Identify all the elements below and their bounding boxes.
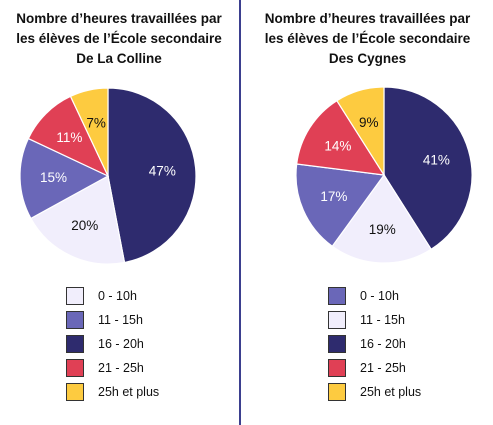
pie-slice-25h-et-plus (336, 86, 385, 178)
legend-swatch (328, 383, 346, 401)
legend-label: 25h et plus (98, 385, 160, 399)
legend-item: 11 - 15h (66, 308, 159, 332)
chart-legend: 0 - 10h 11 - 15h 16 - 20h 21 - 25h 25h e… (66, 284, 159, 404)
pie-slice-0-10h (30, 175, 126, 265)
chart-title-line-1: Nombre d’heures travaillées par (264, 11, 471, 26)
legend-label: 25h et plus (360, 385, 422, 399)
legend-swatch (328, 287, 346, 305)
legend-item: 11 - 15h (328, 308, 421, 332)
slice-data-label: 15% (40, 170, 67, 185)
chart-title-line-1: Nombre d’heures travaillées par (16, 11, 222, 26)
pie-slice-25h-et-plus (69, 87, 109, 177)
chart-panel-de-la-colline: Nombre d’heures travaillées par les élèv… (0, 0, 238, 425)
legend-item: 21 - 25h (66, 356, 159, 380)
chart-legend: 0 - 10h 11 - 15h 16 - 20h 21 - 25h 25h e… (328, 284, 421, 404)
legend-label: 21 - 25h (98, 361, 144, 375)
chart-title-line-2: les élèves de l’École secondaire (16, 31, 222, 46)
chart-panel-des-cygnes: Nombre d’heures travaillées par les élèv… (242, 0, 493, 425)
legend-item: 16 - 20h (66, 332, 159, 356)
pie-chart: 41% 19% 17% 14% 9% (295, 86, 473, 264)
pie-chart: 47% 20% 15% 11% 7% (19, 87, 197, 265)
legend-item: 25h et plus (328, 380, 421, 404)
slice-data-label: 20% (71, 218, 98, 233)
chart-title-line-2: les élèves de l’École secondaire (264, 31, 471, 46)
legend-label: 11 - 15h (98, 313, 143, 327)
slice-data-label: 14% (324, 138, 351, 153)
legend-swatch (328, 311, 346, 329)
legend-label: 11 - 15h (360, 313, 405, 327)
legend-item: 0 - 10h (66, 284, 159, 308)
chart-title-line-3: De La Colline (76, 51, 162, 66)
legend-swatch (66, 335, 84, 353)
pie-slice-21-25h (296, 99, 386, 176)
chart-title-line-3: Des Cygnes (328, 51, 407, 66)
legend-swatch (66, 359, 84, 377)
chart-title: Nombre d’heures travaillées par les élèv… (0, 9, 238, 69)
panel-divider (239, 0, 241, 425)
legend-swatch (66, 287, 84, 305)
legend-item: 16 - 20h (328, 332, 421, 356)
slice-data-label: 7% (86, 115, 106, 130)
slice-data-label: 17% (320, 189, 347, 204)
slice-data-label: 19% (369, 222, 396, 237)
legend-label: 21 - 25h (360, 361, 406, 375)
legend-item: 21 - 25h (328, 356, 421, 380)
legend-item: 0 - 10h (328, 284, 421, 308)
pie-slice-16-20h (107, 87, 197, 264)
pie-slice-11-15h (19, 137, 110, 220)
slice-data-label: 9% (359, 115, 379, 130)
chart-title: Nombre d’heures travaillées par les élèv… (242, 9, 493, 69)
legend-swatch (328, 359, 346, 377)
legend-label: 0 - 10h (98, 289, 137, 303)
legend-swatch (66, 383, 84, 401)
slice-data-label: 11% (56, 130, 82, 145)
legend-swatch (66, 311, 84, 329)
slice-data-label: 41% (423, 152, 450, 167)
legend-item: 25h et plus (66, 380, 159, 404)
legend-label: 16 - 20h (360, 337, 406, 351)
legend-swatch (328, 335, 346, 353)
legend-label: 16 - 20h (98, 337, 144, 351)
slice-data-label: 47% (149, 163, 176, 178)
pie-slice-11-15h (295, 163, 386, 248)
legend-label: 0 - 10h (360, 289, 399, 303)
pie-slice-0-10h (331, 173, 432, 264)
